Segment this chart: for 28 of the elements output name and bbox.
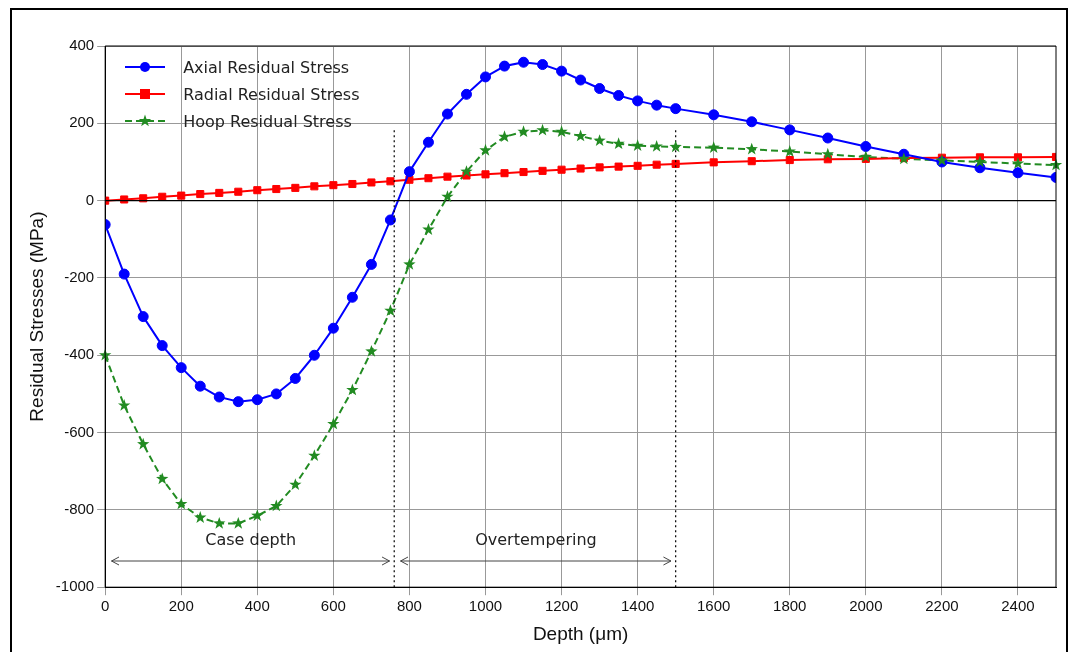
x-tick-label: 1600 bbox=[697, 597, 731, 615]
x-tick-label: 1200 bbox=[544, 597, 579, 615]
y-tick-label: -800 bbox=[64, 500, 95, 518]
x-tick-label: 1800 bbox=[773, 597, 807, 615]
x-axis-title: Depth (μm) bbox=[532, 622, 629, 644]
legend-label: Axial Residual Stress bbox=[183, 58, 350, 77]
annotation: Case depth bbox=[205, 530, 297, 550]
legend-label: Hoop Residual Stress bbox=[183, 112, 352, 131]
legend-label: Radial Residual Stress bbox=[183, 85, 360, 104]
x-tick-label: 800 bbox=[396, 597, 422, 615]
x-tick-label: 1400 bbox=[620, 597, 655, 615]
y-tick-label: 400 bbox=[69, 36, 95, 54]
y-tick-label: 0 bbox=[85, 190, 95, 208]
x-tick-label: 2200 bbox=[925, 597, 959, 615]
x-tick-label: 200 bbox=[168, 597, 194, 615]
x-tick-label: 2400 bbox=[1001, 597, 1035, 615]
x-tick-label: 0 bbox=[100, 597, 110, 615]
x-tick-label: 2000 bbox=[849, 597, 883, 615]
x-tick-label: 600 bbox=[320, 597, 346, 615]
y-tick-label: -400 bbox=[64, 345, 95, 363]
annotation: Overtempering bbox=[475, 530, 597, 550]
y-axis-title: Residual Stresses (MPa) bbox=[25, 211, 47, 422]
y-tick-label: -1000 bbox=[55, 577, 95, 595]
y-tick-label: 200 bbox=[69, 113, 95, 131]
x-tick-label: 400 bbox=[244, 597, 270, 615]
y-tick-label: -200 bbox=[64, 268, 95, 286]
x-tick-label: 1000 bbox=[468, 597, 503, 615]
y-tick-label: -600 bbox=[64, 422, 95, 440]
